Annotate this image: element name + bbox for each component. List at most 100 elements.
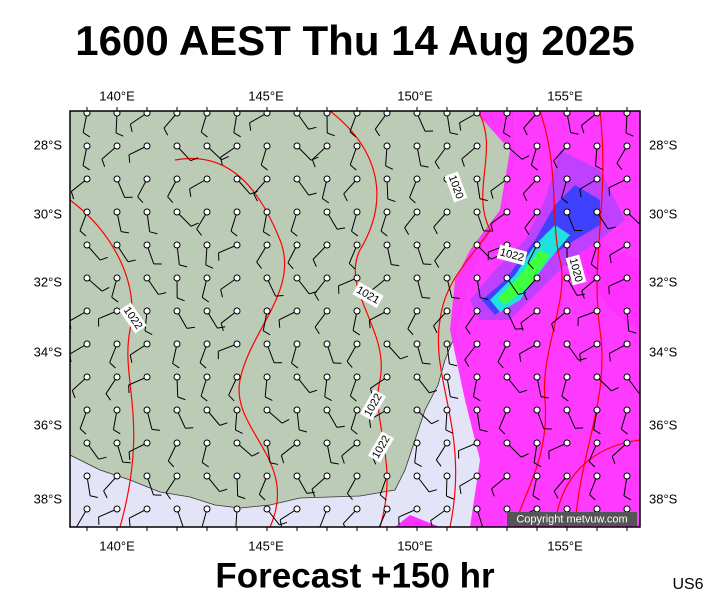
barb-station [174,308,180,314]
barb-station [264,341,270,347]
barb-station [84,440,90,446]
barb-station [114,374,120,380]
barb-station [174,143,180,149]
barb-station [414,308,420,314]
barb-station [444,242,450,248]
barb-station [294,308,300,314]
barb-station [384,176,390,182]
barb-station [264,275,270,281]
barb-station [204,242,210,248]
barb-station [564,275,570,281]
barb-station [624,143,630,149]
barb-station [114,473,120,479]
barb-station [504,506,510,512]
barb-station [324,242,330,248]
barb-station [174,440,180,446]
barb-station [174,275,180,281]
barb-station [84,374,90,380]
map [70,110,649,533]
barb-station [474,176,480,182]
barb-station [624,275,630,281]
barb-station [84,473,90,479]
barb-station [444,473,450,479]
barb-station [264,473,270,479]
barb-station [354,407,360,413]
barb-station [504,440,510,446]
barb-station [444,143,450,149]
barb-station [294,209,300,215]
barb-station [444,440,450,446]
barb-station [594,209,600,215]
barb-station [444,341,450,347]
barb-station [624,407,630,413]
lat-label: 32°S [649,274,678,289]
lon-label: 155°E [547,88,583,103]
barb-station [114,341,120,347]
barb-station [234,242,240,248]
barb-station [384,308,390,314]
barb-station [294,176,300,182]
lon-label: 145°E [248,88,284,103]
barb-station [84,506,90,512]
barb-station [324,209,330,215]
barb-station [114,176,120,182]
barb-station [144,308,150,314]
lat-label: 28°S [649,137,678,152]
barb-station [414,374,420,380]
barb-station [384,143,390,149]
barb-station [114,242,120,248]
barb-station [444,506,450,512]
barb-station [534,374,540,380]
barb-station [594,176,600,182]
lon-label: 140°E [99,538,135,553]
barb-station [234,473,240,479]
barb-station [264,143,270,149]
barb-station [384,275,390,281]
barb-station [384,407,390,413]
barb-station [594,341,600,347]
barb-station [384,506,390,512]
barb-station [564,407,570,413]
barb-station [114,407,120,413]
barb-station [594,242,600,248]
barb-station [504,341,510,347]
barb-station [204,275,210,281]
barb-station [534,407,540,413]
barb-station [564,143,570,149]
barb-station [264,176,270,182]
barb-station [84,308,90,314]
barb-station [624,209,630,215]
barb-station [144,407,150,413]
lat-label: 34°S [649,344,678,359]
barb-station [234,308,240,314]
barb-station [504,176,510,182]
barb-station [234,341,240,347]
barb-station [414,473,420,479]
barb-station [264,440,270,446]
barb-station [414,275,420,281]
barb-station [354,143,360,149]
lat-label: 36°S [34,417,63,432]
barb-station [624,242,630,248]
barb-station [414,506,420,512]
barb-station [234,143,240,149]
barb-station [564,440,570,446]
barb-station [594,407,600,413]
barb-station [504,275,510,281]
barb-station [594,374,600,380]
barb-station [444,308,450,314]
barb-station [444,275,450,281]
barb-station [564,341,570,347]
barb-station [624,374,630,380]
barb-station [384,473,390,479]
code: US6 [672,576,703,593]
barb-station [294,473,300,479]
barb-station [264,209,270,215]
barb-station [504,473,510,479]
barb-flag [123,462,131,463]
barb-station [234,176,240,182]
barb-station [144,341,150,347]
barb-station [204,506,210,512]
barb-station [474,308,480,314]
lat-label: 38°S [34,491,63,506]
